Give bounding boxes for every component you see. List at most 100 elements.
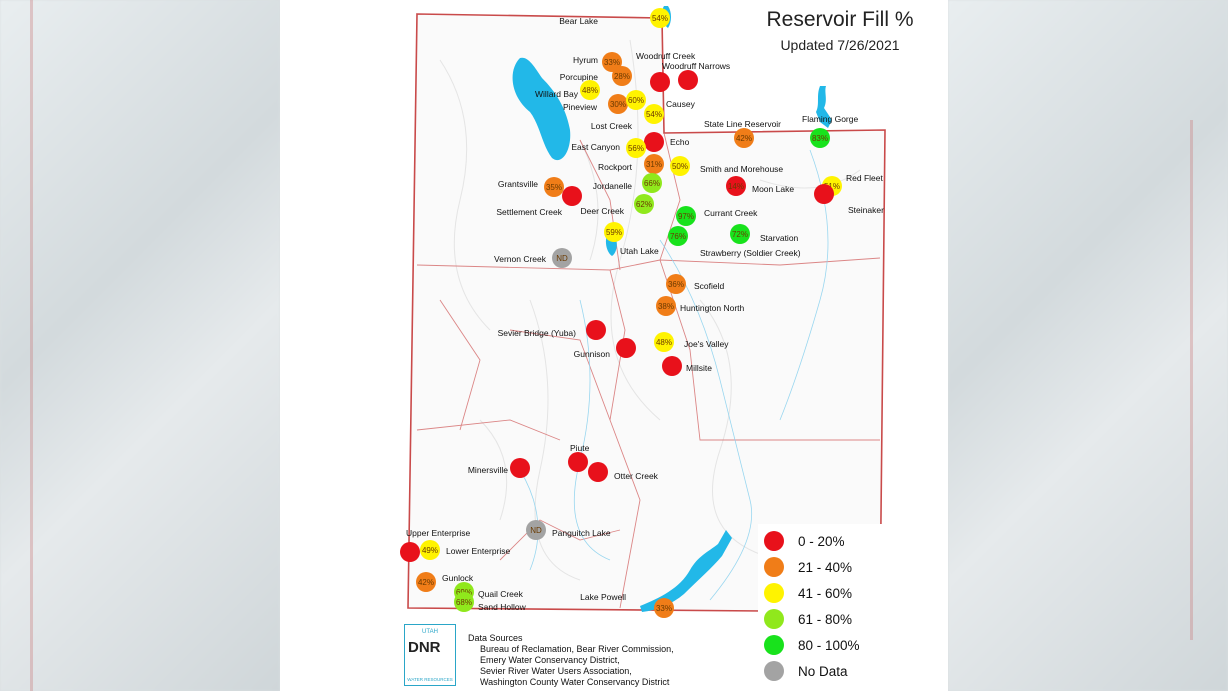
reservoir-marker [668,226,688,246]
reservoir-marker [650,72,670,92]
reservoir-label: State Line Reservoir [704,119,781,129]
reservoir-marker [454,592,474,612]
reservoir-label: East Canyon [571,142,620,152]
reservoir-label: Piute [570,443,590,453]
reservoir-label: Otter Creek [614,471,659,481]
logo-top-text: UTAH [422,629,438,635]
state-outline [407,13,886,613]
reservoir-marker [642,173,662,193]
reservoir-label: Rockport [598,162,633,172]
reservoir-percent: 60% [628,96,644,105]
reservoir-percent: 42% [418,578,434,587]
reservoir-label: Gunnison [574,349,611,359]
reservoir-label: Currant Creek [704,208,758,218]
reservoir-marker [510,458,530,478]
reservoir-percent: 33% [604,58,620,67]
utah-map: 54% Bear Lake 33% Hyrum Woodruff CreekWoodru… [400,6,886,618]
reservoir-percent: 83% [812,134,828,143]
data-sources: Data Sources Bureau of Reclamation, Bear… [468,633,674,688]
reservoir-label: Settlement Creek [496,207,562,217]
legend-label: No Data [798,663,848,679]
reservoir-label: Scofield [694,281,725,291]
legend-label: 41 - 60% [798,585,853,601]
reservoir-label: Bear Lake [559,16,598,26]
legend: 0 - 20% 21 - 40% 41 - 60% 61 - 80% 80 - … [758,524,898,690]
reservoir-marker [416,572,436,592]
background-line [30,0,33,691]
source-item: Emery Water Conservancy District, [480,655,620,665]
reservoir-label: Gunlock [442,573,474,583]
reservoir-label: Huntington North [680,303,745,313]
reservoir-percent: 62% [636,200,652,209]
reservoir-marker [562,186,582,206]
reservoir-label: Starvation [760,233,799,243]
reservoir-marker [656,296,676,316]
reservoir-percent: 36% [668,280,684,289]
reservoir-marker [814,184,834,204]
legend-swatch [764,661,784,681]
reservoir-percent: ND [556,254,568,263]
reservoir-percent: 14% [728,182,744,191]
reservoir-percent: 48% [656,338,672,347]
reservoir-label: Causey [666,99,696,109]
reservoir-percent: 68% [456,598,472,607]
reservoir-percent: 54% [646,110,662,119]
reservoir-label: Quail Creek [478,589,524,599]
reservoir-label: Steinaker [848,205,884,215]
reservoir-percent: 56% [628,144,644,153]
reservoir-label: Sevier Bridge (Yuba) [498,328,577,338]
reservoir-percent: 51% [824,182,840,191]
reservoir-marker [526,520,546,540]
lake-powell-water [640,530,732,612]
reservoir-marker [654,332,674,352]
reservoir-marker [650,8,670,28]
reservoir-marker [810,128,830,148]
reservoir-marker [616,338,636,358]
logo-main-text: DNR [408,639,441,656]
reservoir-label: Joe's Valley [684,339,729,349]
reservoir-label: Woodruff Narrows [662,61,730,71]
legend-item: 21 - 40% [764,556,852,578]
flaming-gorge [816,86,832,128]
reservoir-marker [420,540,440,560]
reservoir-marker [586,320,606,340]
reservoir-marker [654,598,674,618]
legend-item: No Data [764,660,848,682]
legend-label: 0 - 20% [798,533,845,549]
reservoir-marker [568,452,588,472]
legend-label: 80 - 100% [798,637,860,653]
reservoir-label: Echo [670,137,690,147]
source-item: Washington County Water Conservancy Dist… [480,677,670,687]
reservoir-marker [662,356,682,376]
legend-swatch [764,557,784,577]
sources-heading: Data Sources [468,633,523,643]
updated-date: Updated 7/26/2021 [780,37,900,53]
reservoir-marker [644,154,664,174]
reservoir-marker [644,132,664,152]
reservoir-label: Willard Bay [535,89,579,99]
reservoir-label: Grantsville [498,179,538,189]
reservoir-marker [608,94,628,114]
reservoir-label: Vernon Creek [494,254,547,264]
reservoir-label: Millsite [686,363,712,373]
legend-label: 61 - 80% [798,611,853,627]
reservoir-marker [666,274,686,294]
reservoir-label: Lost Creek [591,121,633,131]
reservoir-percent: ND [530,526,542,535]
legend-label: 21 - 40% [798,559,853,575]
reservoir-percent: 50% [672,162,688,171]
reservoir-marker [634,194,654,214]
reservoir-percent: 33% [656,604,672,613]
background-right [948,0,1228,691]
reservoir-label: Deer Creek [581,206,625,216]
reservoir-percent: 72% [732,230,748,239]
reservoir-marker [552,248,572,268]
reservoir-percent: 49% [422,546,438,555]
reservoir-marker [626,90,646,110]
legend-item: 0 - 20% [764,530,845,552]
reservoir-label: Porcupine [560,72,599,82]
reservoir-percent: 31% [646,160,662,169]
reservoir-marker [734,128,754,148]
reservoir-label: Red Fleet [846,173,883,183]
reservoir-markers: 54% Bear Lake 33% Hyrum Woodruff CreekWoodru… [400,8,884,618]
